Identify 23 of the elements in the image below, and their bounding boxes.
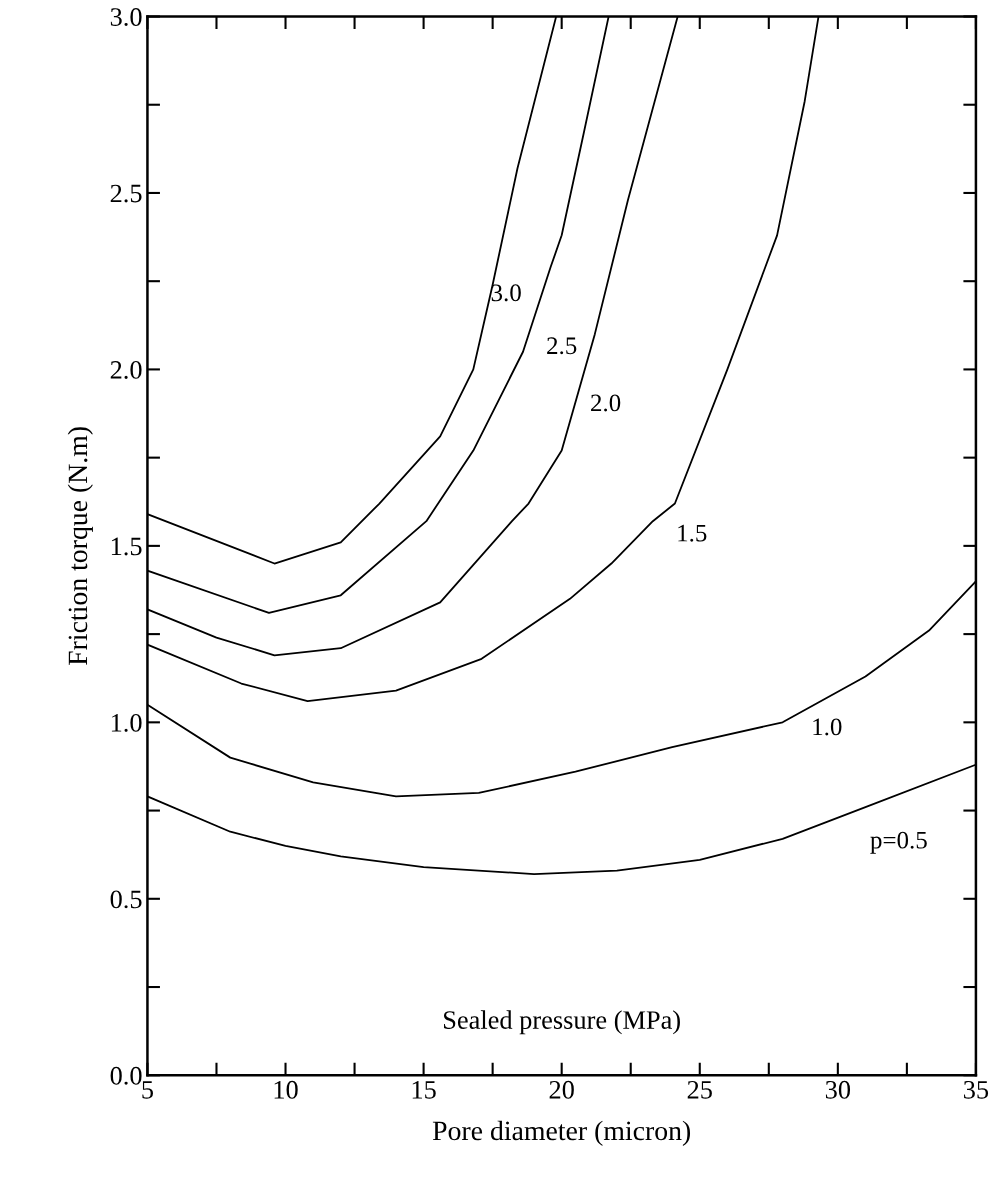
x-tick-label: 5 <box>142 1081 154 1099</box>
series-label: 3.0 <box>491 284 521 302</box>
y-tick-label: 1.5 <box>111 537 142 556</box>
x-axis-title: Pore diameter (micron) <box>432 1120 691 1146</box>
x-tick-label: 25 <box>687 1080 712 1099</box>
y-tick-label: 0.5 <box>110 890 142 909</box>
y-tick-label: 0.0 <box>110 1066 142 1085</box>
y-tick-label: 3.0 <box>110 8 142 27</box>
y-tick-label: 2.0 <box>110 361 142 379</box>
x-tick-label: 20 <box>549 1080 574 1099</box>
series-label: 2.5 <box>547 337 577 355</box>
series-label: p=0.5 <box>870 831 927 854</box>
series-label: 1.0 <box>813 718 842 736</box>
y-tick-label: 1.0 <box>111 713 142 732</box>
series-label: 1.5 <box>678 524 707 542</box>
x-tick-label: 35 <box>963 1080 989 1099</box>
y-tick-label: 2.5 <box>110 184 142 203</box>
series-label: 2.0 <box>591 394 621 412</box>
x-tick-label: 10 <box>274 1080 298 1099</box>
x-tick-label: 30 <box>825 1080 851 1099</box>
annotation: Sealed pressure (MPa) <box>444 1010 680 1035</box>
y-axis-title: Friction torque (N.m) <box>67 427 93 666</box>
x-tick-label: 15 <box>412 1081 436 1099</box>
